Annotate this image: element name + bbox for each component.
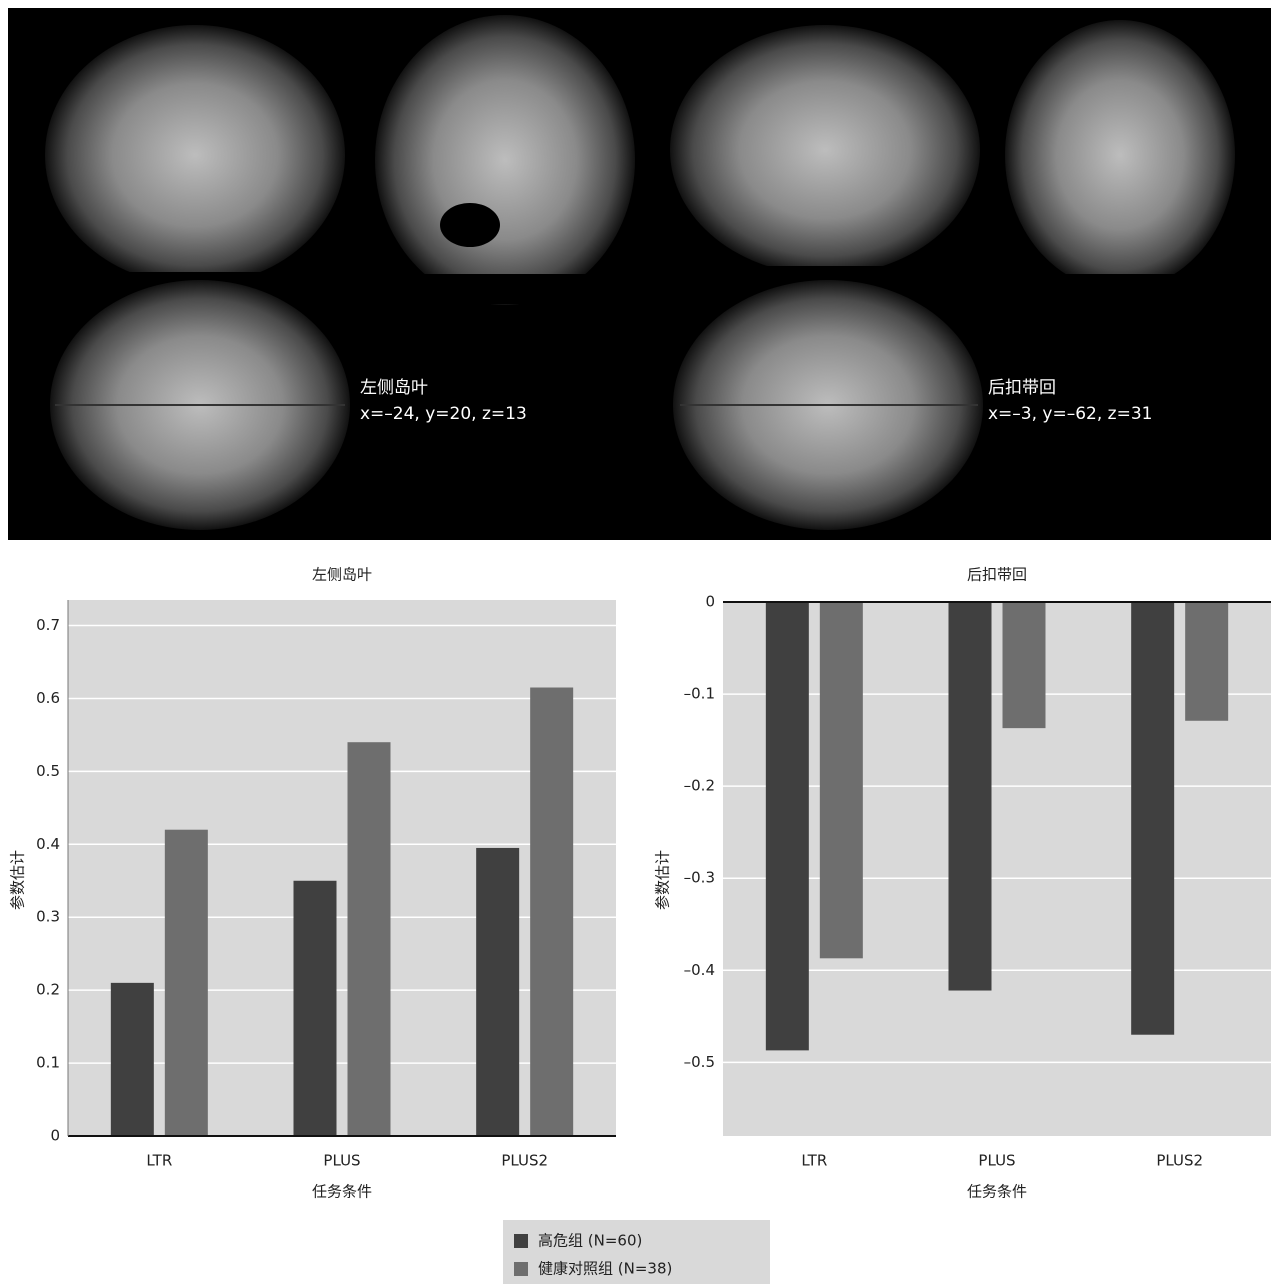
- x-axis-title: 任务条件: [967, 1183, 1027, 1201]
- legend-swatch: [514, 1234, 528, 1248]
- y-tick-label: 0.3: [36, 908, 60, 926]
- bar: [294, 881, 337, 1136]
- x-tick-label: LTR: [801, 1152, 827, 1170]
- legend-label: 高危组 (N=60): [538, 1232, 642, 1250]
- coords-label: x=–24, y=20, z=13: [360, 404, 527, 424]
- bar: [165, 830, 208, 1136]
- bar: [1131, 602, 1174, 1035]
- bar: [476, 848, 519, 1136]
- y-tick-label: –0.5: [684, 1053, 715, 1071]
- legend-swatch: [514, 1262, 528, 1276]
- coords-label: x=–3, y=–62, z=31: [988, 404, 1152, 424]
- page: {"brain_panel": {"labels": [ {"region": …: [0, 0, 1271, 1284]
- bar: [530, 688, 573, 1136]
- bar: [766, 602, 809, 1050]
- chart-title: 左侧岛叶: [312, 566, 372, 584]
- x-tick-label: PLUS2: [501, 1152, 548, 1170]
- y-tick-label: 0.7: [36, 616, 60, 634]
- figure: 左侧岛叶 x=–24, y=20, z=13 后扣带回 x=–3, y=–62,…: [0, 0, 1271, 1284]
- chart-title: 后扣带回: [967, 566, 1027, 584]
- y-tick-label: 0: [705, 593, 715, 611]
- x-axis-title: 任务条件: [312, 1183, 372, 1201]
- legend-label: 健康对照组 (N=38): [538, 1260, 672, 1278]
- y-tick-label: 0.2: [36, 981, 60, 999]
- y-tick-label: –0.1: [684, 685, 715, 703]
- x-tick-label: LTR: [146, 1152, 172, 1170]
- bar: [1003, 602, 1046, 728]
- x-tick-label: PLUS: [323, 1152, 360, 1170]
- y-tick-label: –0.4: [684, 961, 715, 979]
- bar: [820, 602, 863, 958]
- y-tick-label: –0.2: [684, 777, 715, 795]
- bar: [111, 983, 154, 1136]
- y-tick-label: 0.1: [36, 1054, 60, 1072]
- bar: [348, 742, 391, 1136]
- x-tick-label: PLUS: [978, 1152, 1015, 1170]
- y-axis-title: 参数估计: [9, 850, 27, 910]
- y-axis-title: 参数估计: [654, 850, 672, 910]
- y-tick-label: 0.5: [36, 762, 60, 780]
- y-tick-label: 0.4: [36, 835, 60, 853]
- x-tick-label: PLUS2: [1156, 1152, 1203, 1170]
- y-tick-label: 0.6: [36, 689, 60, 707]
- y-tick-label: 0: [50, 1127, 60, 1145]
- region-label: 左侧岛叶: [360, 378, 428, 398]
- bar: [1185, 602, 1228, 721]
- bar: [949, 602, 992, 991]
- region-label: 后扣带回: [988, 378, 1056, 398]
- y-tick-label: –0.3: [684, 869, 715, 887]
